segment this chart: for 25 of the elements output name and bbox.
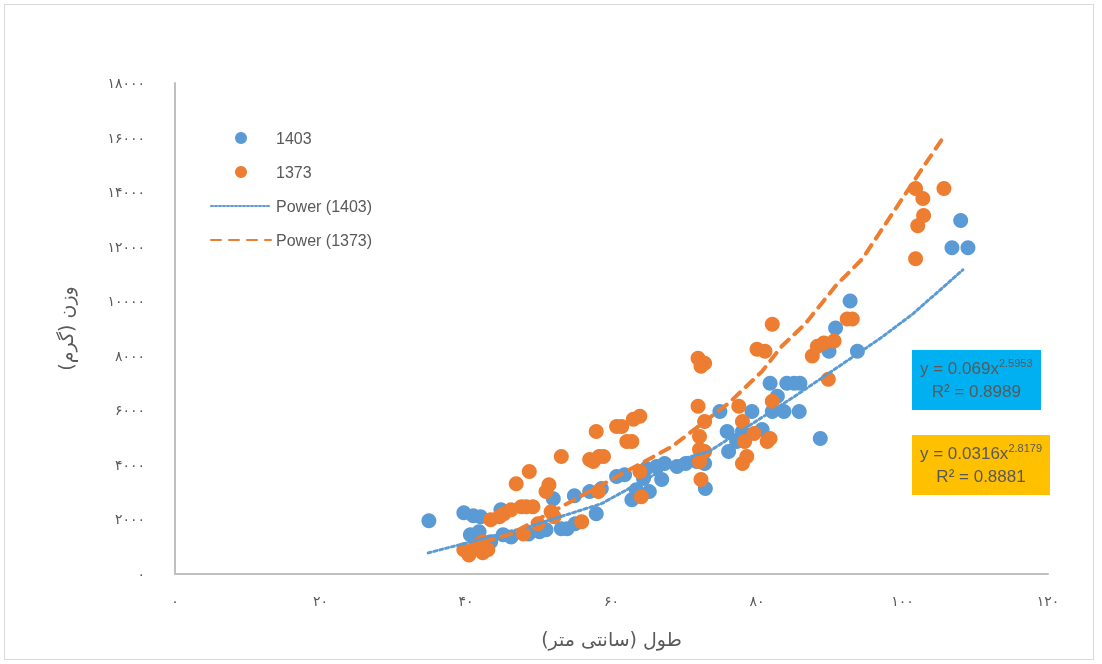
y-tick-label: ۱۲۰۰۰ (107, 238, 145, 255)
y-axis-title: وزن (گرم) (54, 286, 78, 371)
x-tick-label: ۴۰ (458, 593, 474, 609)
y-tick-label: ۰ (137, 566, 145, 582)
x-tick-label: ۱۲۰ (1036, 593, 1060, 609)
annotation: y = 0.069x$^{2.5953}$ R² = 0.8989 (912, 350, 1041, 410)
legend-label: 1403 (276, 129, 312, 147)
y-tick-label: ۱۸۰۰۰ (107, 75, 145, 91)
y-tick-label: ۱۴۰۰۰ (107, 184, 145, 201)
legend-label: 1373 (276, 163, 312, 181)
x-tick-label: ۶۰ (603, 593, 620, 609)
y-tick-label: ۱۰۰۰۰ (107, 293, 145, 310)
y-tick-label: ۲۰۰۰ (114, 511, 145, 528)
x-tick-label: ۱۰۰ (891, 593, 914, 609)
x-tick-label: ۰ (171, 593, 179, 609)
x-tick-label: ۸۰ (749, 593, 765, 609)
legend-label: Power (1373) (276, 231, 373, 249)
y-tick-label: ۶۰۰۰ (114, 402, 145, 419)
x-tick-label: ۲۰ (312, 593, 329, 609)
annotation: y = 0.0316x$^{2.8179}$ R² = 0.8881 (912, 435, 1051, 495)
y-tick-label: ۸۰۰۰ (114, 347, 145, 364)
legend-label: Power (1403) (276, 197, 373, 215)
y-tick-label: ۱۶۰۰۰ (107, 129, 145, 146)
x-axis-title: طول (سانتی متر) (541, 627, 682, 651)
y-tick-label: ۴۰۰۰ (114, 456, 145, 473)
